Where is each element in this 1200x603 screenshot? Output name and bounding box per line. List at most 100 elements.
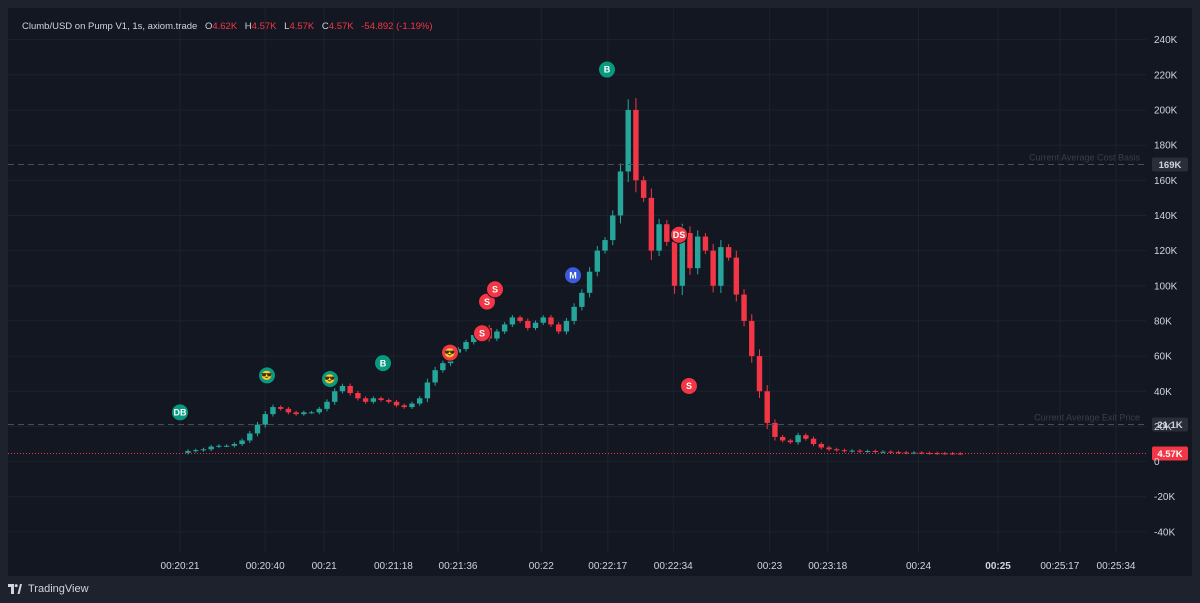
- candle-body: [957, 453, 963, 455]
- candle-body: [779, 436, 786, 441]
- candle-body: [702, 236, 709, 251]
- price-tag-label: 169K: [1159, 160, 1182, 171]
- candle-body: [362, 398, 369, 402]
- candle-body: [787, 440, 794, 443]
- change-value: -54.892 (-1.19%): [361, 21, 433, 32]
- y-tick-label: -40K: [1154, 527, 1175, 538]
- candle-body: [880, 451, 886, 453]
- candle-body: [386, 400, 392, 402]
- candle-body: [633, 109, 639, 181]
- y-tick-label: 160K: [1154, 176, 1178, 187]
- candle-body: [903, 452, 909, 454]
- candle-body: [555, 324, 562, 332]
- x-tick-label: 00:24: [906, 561, 931, 572]
- chart-legend: Clumb/USD on Pump V1, 1s, axiom.trade O4…: [22, 21, 433, 32]
- x-tick-label: 00:25:34: [1097, 561, 1136, 572]
- candle-body: [532, 322, 539, 328]
- y-tick-label: -20K: [1154, 492, 1175, 503]
- candle-body: [262, 414, 268, 425]
- trade-marker-label: S: [479, 328, 485, 338]
- candle-body: [463, 342, 469, 350]
- y-tick-label: 120K: [1154, 246, 1178, 257]
- candle-body: [888, 451, 894, 453]
- candle-body: [223, 445, 230, 447]
- y-tick-label: 60K: [1154, 352, 1172, 363]
- candle-body: [756, 356, 763, 392]
- candle-body: [208, 446, 214, 450]
- reference-lines: Current Average Cost Basis 169K Current Av…: [8, 152, 1188, 461]
- symbol-title[interactable]: Clumb/USD on Pump V1, 1s, axiom.trade: [22, 21, 198, 32]
- x-tick-label: 00:21:36: [439, 561, 478, 572]
- trade-marker-label: B: [380, 358, 387, 368]
- candle-body: [247, 433, 253, 441]
- y-tick-label: 20K: [1154, 422, 1172, 433]
- candle-body: [231, 444, 238, 446]
- trade-marker-label: 😎: [444, 348, 455, 358]
- candle-body: [810, 438, 817, 444]
- candle-body: [733, 257, 740, 295]
- candle-body: [795, 435, 801, 443]
- x-tick-label: 00:22:34: [654, 561, 693, 572]
- candle-body: [849, 450, 855, 452]
- trade-marker: [321, 369, 339, 388]
- x-tick-label: 00:20:40: [246, 561, 285, 572]
- candle-body: [285, 408, 292, 413]
- candle-body: [254, 424, 261, 434]
- chart-pane[interactable]: Current Average Cost Basis 169K Current Av…: [8, 8, 1192, 576]
- price-tag-label: 21.1K: [1157, 420, 1182, 431]
- x-tick-label: 00:23: [757, 561, 782, 572]
- candle-body: [432, 370, 438, 383]
- candle-body: [347, 385, 353, 394]
- candle-body: [594, 250, 601, 272]
- brand-name: TradingView: [28, 583, 89, 595]
- candles: [185, 98, 963, 455]
- high-value: 4.57K: [251, 21, 277, 32]
- candle-body: [339, 385, 346, 392]
- candle-body: [664, 224, 670, 242]
- trade-marker-label: S: [686, 381, 692, 391]
- grid-lines: [8, 8, 1146, 553]
- x-tick-label: 00:21:18: [374, 561, 413, 572]
- candle-body: [517, 317, 523, 321]
- candle-body: [540, 317, 546, 323]
- candle-body: [741, 294, 747, 321]
- candle-body: [656, 224, 662, 251]
- footer[interactable]: TradingView: [8, 579, 89, 599]
- candle-body: [393, 401, 400, 406]
- candle-body: [695, 236, 701, 269]
- candle-body: [501, 324, 508, 332]
- candle-body: [270, 407, 276, 415]
- y-tick-label: 240K: [1154, 35, 1178, 46]
- candle-body: [818, 444, 824, 448]
- candle-body: [602, 240, 608, 251]
- candle-body: [216, 445, 222, 447]
- y-tick-label: 80K: [1154, 316, 1172, 327]
- price-chart[interactable]: Current Average Cost Basis 169K Current Av…: [8, 8, 1192, 576]
- candle-body: [864, 451, 871, 453]
- candle-body: [648, 197, 655, 251]
- candle-body: [301, 412, 307, 415]
- candle-body: [200, 449, 207, 451]
- candle-body: [640, 180, 647, 198]
- candle-body: [679, 233, 685, 286]
- candle-body: [911, 452, 917, 454]
- x-axis: 00:20:21 00:20:40 00:21 00:21:18 00:21:36 00:…: [161, 561, 1136, 572]
- x-tick-label: 00:21: [312, 561, 337, 572]
- reference-line-label: Current Average Exit Price: [1034, 412, 1140, 422]
- y-tick-label: 220K: [1154, 70, 1178, 81]
- candle-body: [772, 422, 778, 437]
- candle-body: [579, 292, 585, 307]
- candle-body: [308, 412, 315, 414]
- candle-body: [749, 320, 755, 357]
- trade-marker: [171, 403, 189, 422]
- trade-marker-label: 😎: [261, 371, 272, 381]
- trade-marker-label: S: [492, 284, 498, 294]
- candle-body: [370, 398, 377, 402]
- x-tick-label: 00:22:17: [588, 561, 627, 572]
- price-tag: [1152, 157, 1188, 172]
- reference-line-label: Current Average Cost Basis: [1029, 152, 1140, 162]
- candle-body: [440, 363, 446, 371]
- trade-marker: [473, 324, 491, 343]
- y-axis: -40K -20K 0 20K 40K 60K 80K 100K 120K 140K 160K 180…: [1154, 35, 1178, 538]
